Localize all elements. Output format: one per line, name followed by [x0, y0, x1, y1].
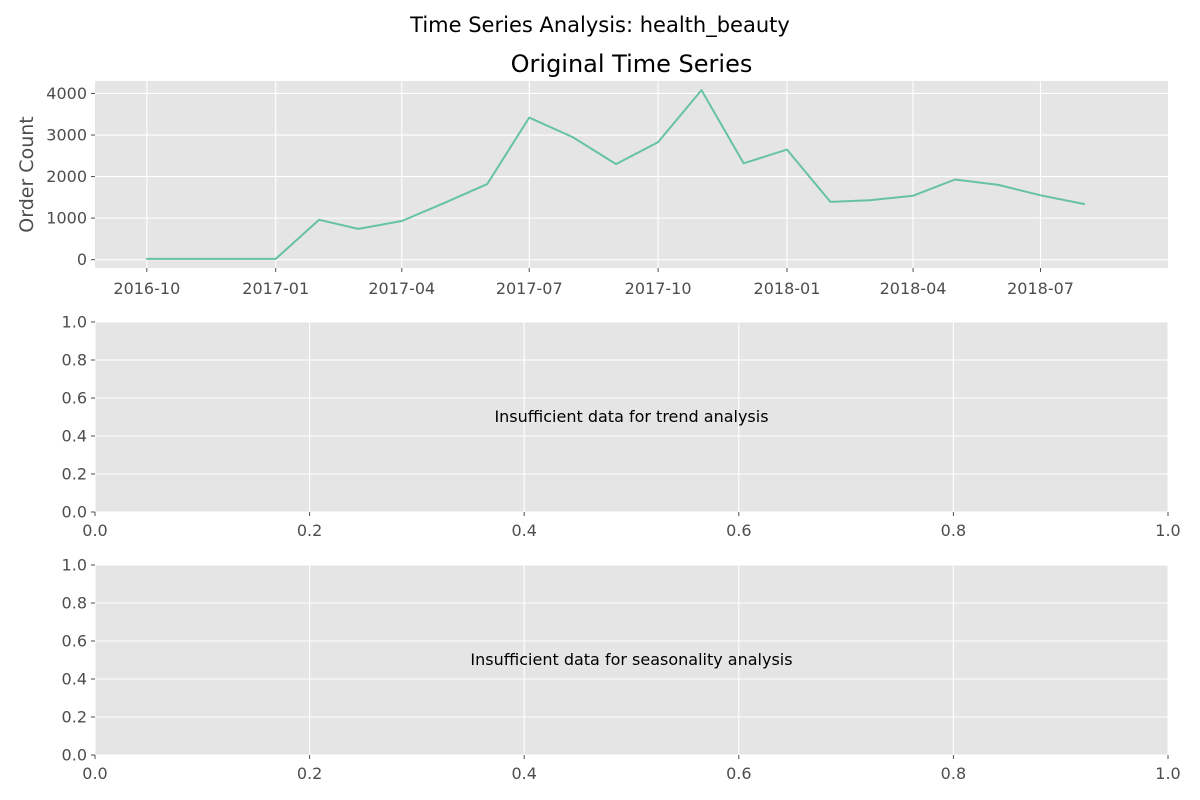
x-tick-label: 2017-01: [242, 279, 309, 298]
grid-trend: [94, 321, 1169, 513]
ticks-seasonality: 0.0 0.2 0.4 0.6 0.8 1.0 0.0 0.2 0.4 0.6 0.8 1.0: [62, 556, 1181, 784]
grid-seasonality: [94, 564, 1169, 756]
figure-suptitle: Time Series Analysis: health_beauty: [409, 13, 790, 38]
x-tick-label: 0.8: [941, 764, 966, 783]
x-tick-label: 2018-04: [880, 279, 947, 298]
x-tick-label: 2017-10: [625, 279, 692, 298]
x-tick-label: 0.0: [82, 764, 107, 783]
seasonality-panel: 0.0 0.2 0.4 0.6 0.8 1.0 0.0 0.2 0.4 0.6 0.8 1.0 Ins…: [62, 556, 1181, 784]
grid-original: [95, 81, 1168, 268]
y-tick-label: 0: [77, 250, 87, 269]
panel-title-original: Original Time Series: [511, 50, 753, 78]
x-tick-label: 0.8: [941, 521, 966, 540]
y-tick-label: 1.0: [62, 313, 87, 332]
x-tick-label: 2017-07: [496, 279, 563, 298]
y-tick-label: 1000: [46, 209, 87, 228]
x-tick-label: 0.4: [511, 521, 536, 540]
original-time-series-panel: 2016-10 2017-01 2017-04 2017-07 2017-10 2018-…: [16, 50, 1168, 298]
y-axis-label-original: Order Count: [16, 116, 38, 232]
y-tick-label: 4000: [46, 84, 87, 103]
y-tick-label: 0.4: [62, 427, 87, 446]
y-tick-label: 0.0: [62, 503, 87, 522]
x-tick-label: 0.6: [726, 521, 751, 540]
ticks-trend: 0.0 0.2 0.4 0.6 0.8 1.0 0.0 0.2 0.4 0.6 0.8 1.0: [62, 313, 1181, 541]
y-tick-label: 0.2: [62, 465, 87, 484]
x-tick-label: 2018-07: [1007, 279, 1074, 298]
x-tick-label: 0.2: [297, 521, 322, 540]
x-tick-label: 0.2: [297, 764, 322, 783]
plot-area-trend: [95, 322, 1168, 512]
y-tick-label: 2000: [46, 167, 87, 186]
x-tick-label: 1.0: [1155, 764, 1180, 783]
x-tick-label: 0.6: [726, 764, 751, 783]
trend-insufficient-data-note: Insufficient data for trend analysis: [494, 407, 768, 426]
y-tick-label: 1.0: [62, 556, 87, 575]
y-tick-label: 0.6: [62, 632, 87, 651]
x-tick-label: 0.0: [82, 521, 107, 540]
y-tick-label: 0.0: [62, 746, 87, 765]
plot-area-seasonality: [95, 565, 1168, 755]
x-tick-label: 1.0: [1155, 521, 1180, 540]
y-tick-label: 0.6: [62, 389, 87, 408]
y-tick-label: 3000: [46, 126, 87, 145]
x-tick-label: 0.4: [511, 764, 536, 783]
y-tick-label: 0.8: [62, 351, 87, 370]
y-tick-label: 0.8: [62, 594, 87, 613]
x-tick-label: 2018-01: [754, 279, 821, 298]
order-count-line: [145, 89, 1085, 260]
x-tick-label: 2016-10: [113, 279, 180, 298]
seasonality-insufficient-data-note: Insufficient data for seasonality analys…: [470, 650, 792, 669]
x-tick-label: 2017-04: [368, 279, 435, 298]
trend-panel: 0.0 0.2 0.4 0.6 0.8 1.0 0.0 0.2 0.4 0.6 0.8 1.0 Ins…: [62, 313, 1181, 541]
y-tick-label: 0.2: [62, 708, 87, 727]
plot-area-original: [95, 81, 1168, 268]
ticks-original: 2016-10 2017-01 2017-04 2017-07 2017-10 2018-…: [46, 84, 1074, 298]
y-tick-label: 0.4: [62, 670, 87, 689]
